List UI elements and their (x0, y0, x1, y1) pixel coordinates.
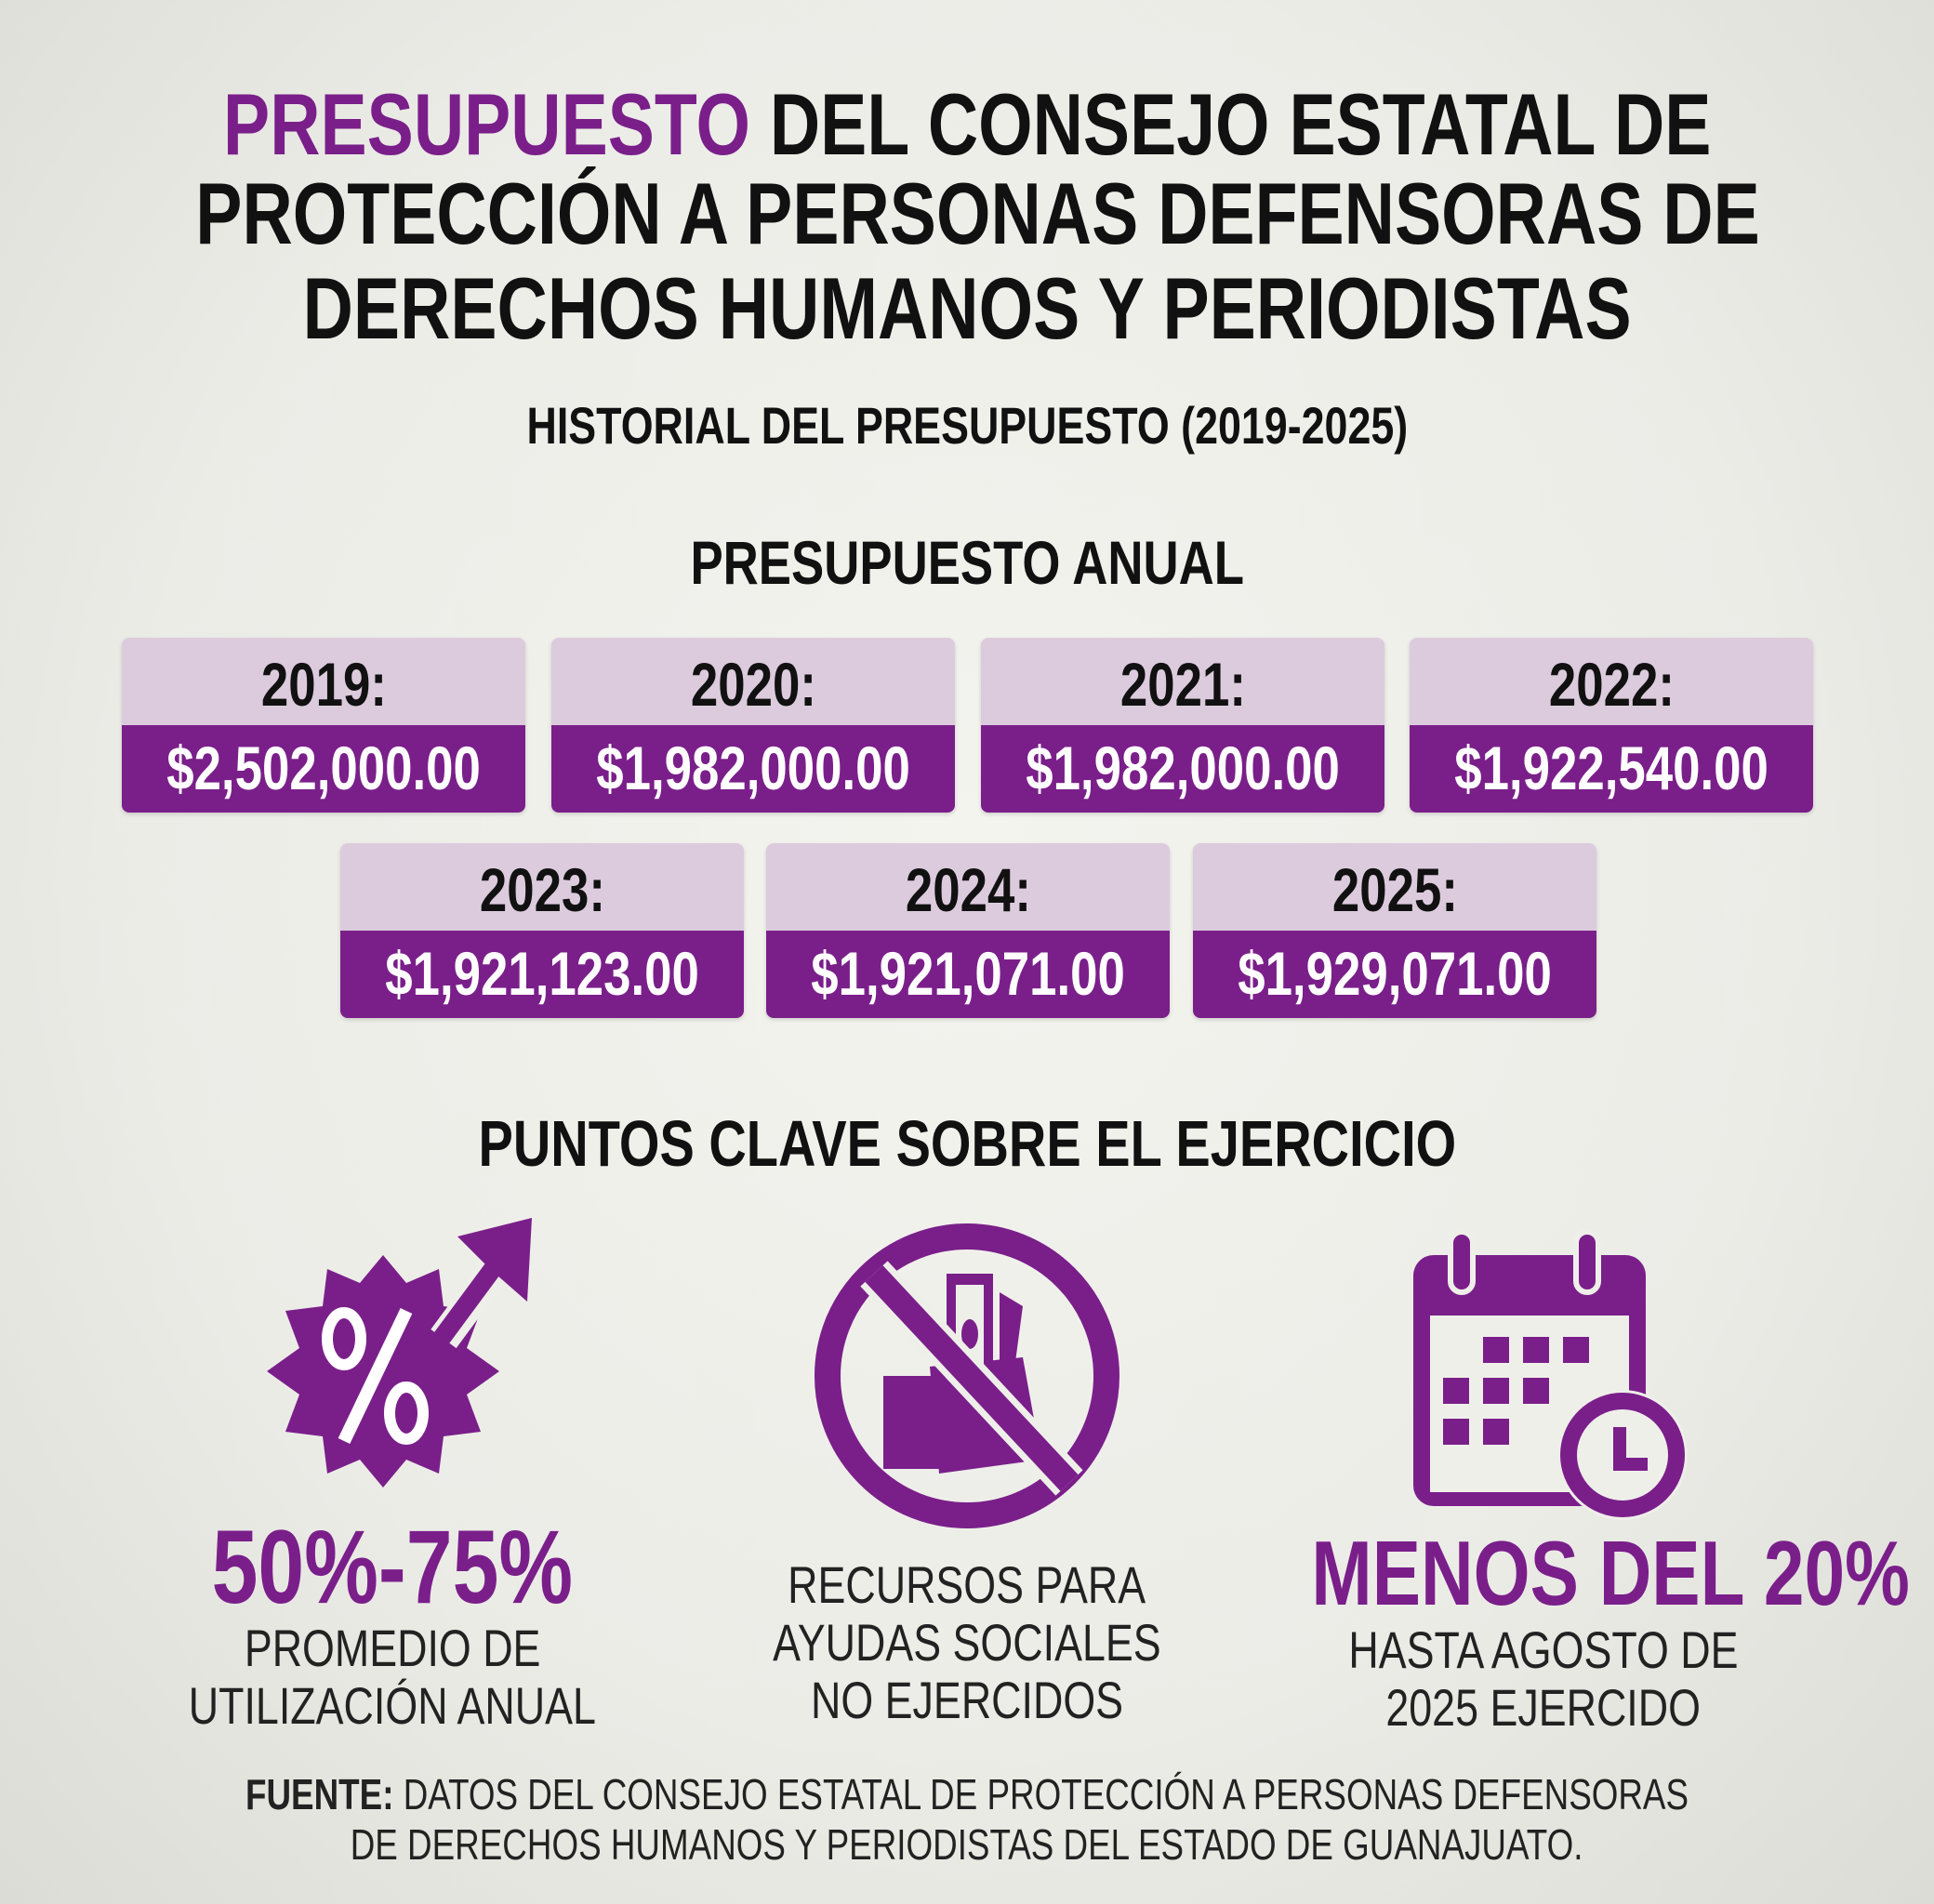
title-line-1-text: DEL CONSEJO ESTATAL DE (749, 75, 1712, 173)
title-line-2: PROTECCIÓN A PERSONAS DEFENSORAS DE (0, 167, 1934, 260)
subtitle-text: HISTORIAL DEL PRESUPUESTO (2019-2025) (526, 396, 1408, 455)
budget-year: 2025: (1331, 855, 1458, 924)
budget-card-2023: 2023: $1,921,123.00 (340, 843, 744, 1018)
key-points-heading-text: PUNTOS CLAVE SOBRE EL EJERCICIO (478, 1107, 1456, 1180)
budget-card-2020: 2020: $1,982,000.00 (551, 638, 955, 813)
key-point-utilization: 50%-75% PROMEDIO DE UTILIZACIÓN ANUAL (113, 1515, 671, 1735)
budget-amount: $1,921,071.00 (766, 931, 1170, 1018)
budget-year: 2023: (479, 855, 605, 924)
key-point-desc-line: PROMEDIO DE (244, 1619, 541, 1677)
budget-heading: PRESUPUESTO ANUAL (0, 530, 1934, 595)
key-point-desc-line: RECURSOS PARA (788, 1555, 1146, 1614)
budget-year: 2024: (905, 855, 1031, 924)
budget-card-2025: 2025: $1,929,071.00 (1193, 843, 1596, 1018)
percent-badge-arrow-icon (267, 1218, 536, 1488)
budget-year: 2020: (690, 650, 816, 719)
title-line-2-text: PROTECCIÓN A PERSONAS DEFENSORAS DE (195, 165, 1760, 262)
subtitle: HISTORIAL DEL PRESUPUESTO (2019-2025) (0, 396, 1934, 456)
budget-card-2024: 2024: $1,921,071.00 (766, 843, 1170, 1018)
budget-amount: $1,982,000.00 (551, 725, 955, 813)
budget-card-2019: 2019: $2,502,000.00 (122, 638, 525, 813)
budget-amount: $2,502,000.00 (122, 725, 525, 813)
key-points-heading: PUNTOS CLAVE SOBRE EL EJERCICIO (0, 1108, 1934, 1179)
no-money-icon (815, 1223, 1119, 1528)
budget-amount: $1,922,540.00 (1410, 725, 1813, 813)
key-point-stat: MENOS DEL 20% (1311, 1522, 1910, 1624)
key-point-stat: 50%-75% (211, 1509, 574, 1625)
budget-year: 2021: (1119, 650, 1246, 719)
key-point-desc-line: NO EJERCIDOS (810, 1671, 1124, 1729)
title-highlight: PRESUPUESTO (222, 75, 750, 173)
key-point-desc-line: UTILIZACIÓN ANUAL (188, 1676, 597, 1735)
key-point-social-aid: RECURSOS PARA AYUDAS SOCIALES NO EJERCID… (688, 1556, 1246, 1729)
key-point-executed: MENOS DEL 20% HASTA AGOSTO DE 2025 EJERC… (1237, 1522, 1910, 1737)
source-text-1: DATOS DEL CONSEJO ESTATAL DE PROTECCIÓN … (393, 1770, 1689, 1818)
calendar-clock-icon (1413, 1229, 1688, 1520)
budget-amount: $1,982,000.00 (981, 725, 1384, 813)
budget-card-2022: 2022: $1,922,540.00 (1410, 638, 1813, 813)
budget-amount: $1,929,071.00 (1193, 931, 1596, 1018)
title-line-1: PRESUPUESTO DEL CONSEJO ESTATAL DE (0, 78, 1934, 171)
title-line-3: DERECHOS HUMANOS Y PERIODISTAS (0, 262, 1934, 355)
budget-year: 2019: (260, 650, 387, 719)
key-point-desc-line: 2025 EJERCIDO (1385, 1678, 1702, 1737)
key-point-desc-line: HASTA AGOSTO DE (1348, 1620, 1739, 1679)
budget-year: 2022: (1548, 650, 1675, 719)
source-text-2: DE DERECHOS HUMANOS Y PERIODISTAS DEL ES… (351, 1820, 1583, 1869)
budget-card-2021: 2021: $1,982,000.00 (981, 638, 1384, 813)
source-label: FUENTE: (245, 1770, 394, 1818)
budget-amount: $1,921,123.00 (340, 931, 744, 1018)
title-line-3-text: DERECHOS HUMANOS Y PERIODISTAS (302, 259, 1632, 357)
key-point-desc-line: AYUDAS SOCIALES (773, 1613, 1161, 1672)
source-line-2: DE DERECHOS HUMANOS Y PERIODISTAS DEL ES… (0, 1819, 1934, 1870)
source-line-1: FUENTE: DATOS DEL CONSEJO ESTATAL DE PRO… (0, 1769, 1934, 1819)
budget-heading-text: PRESUPUESTO ANUAL (690, 528, 1244, 597)
